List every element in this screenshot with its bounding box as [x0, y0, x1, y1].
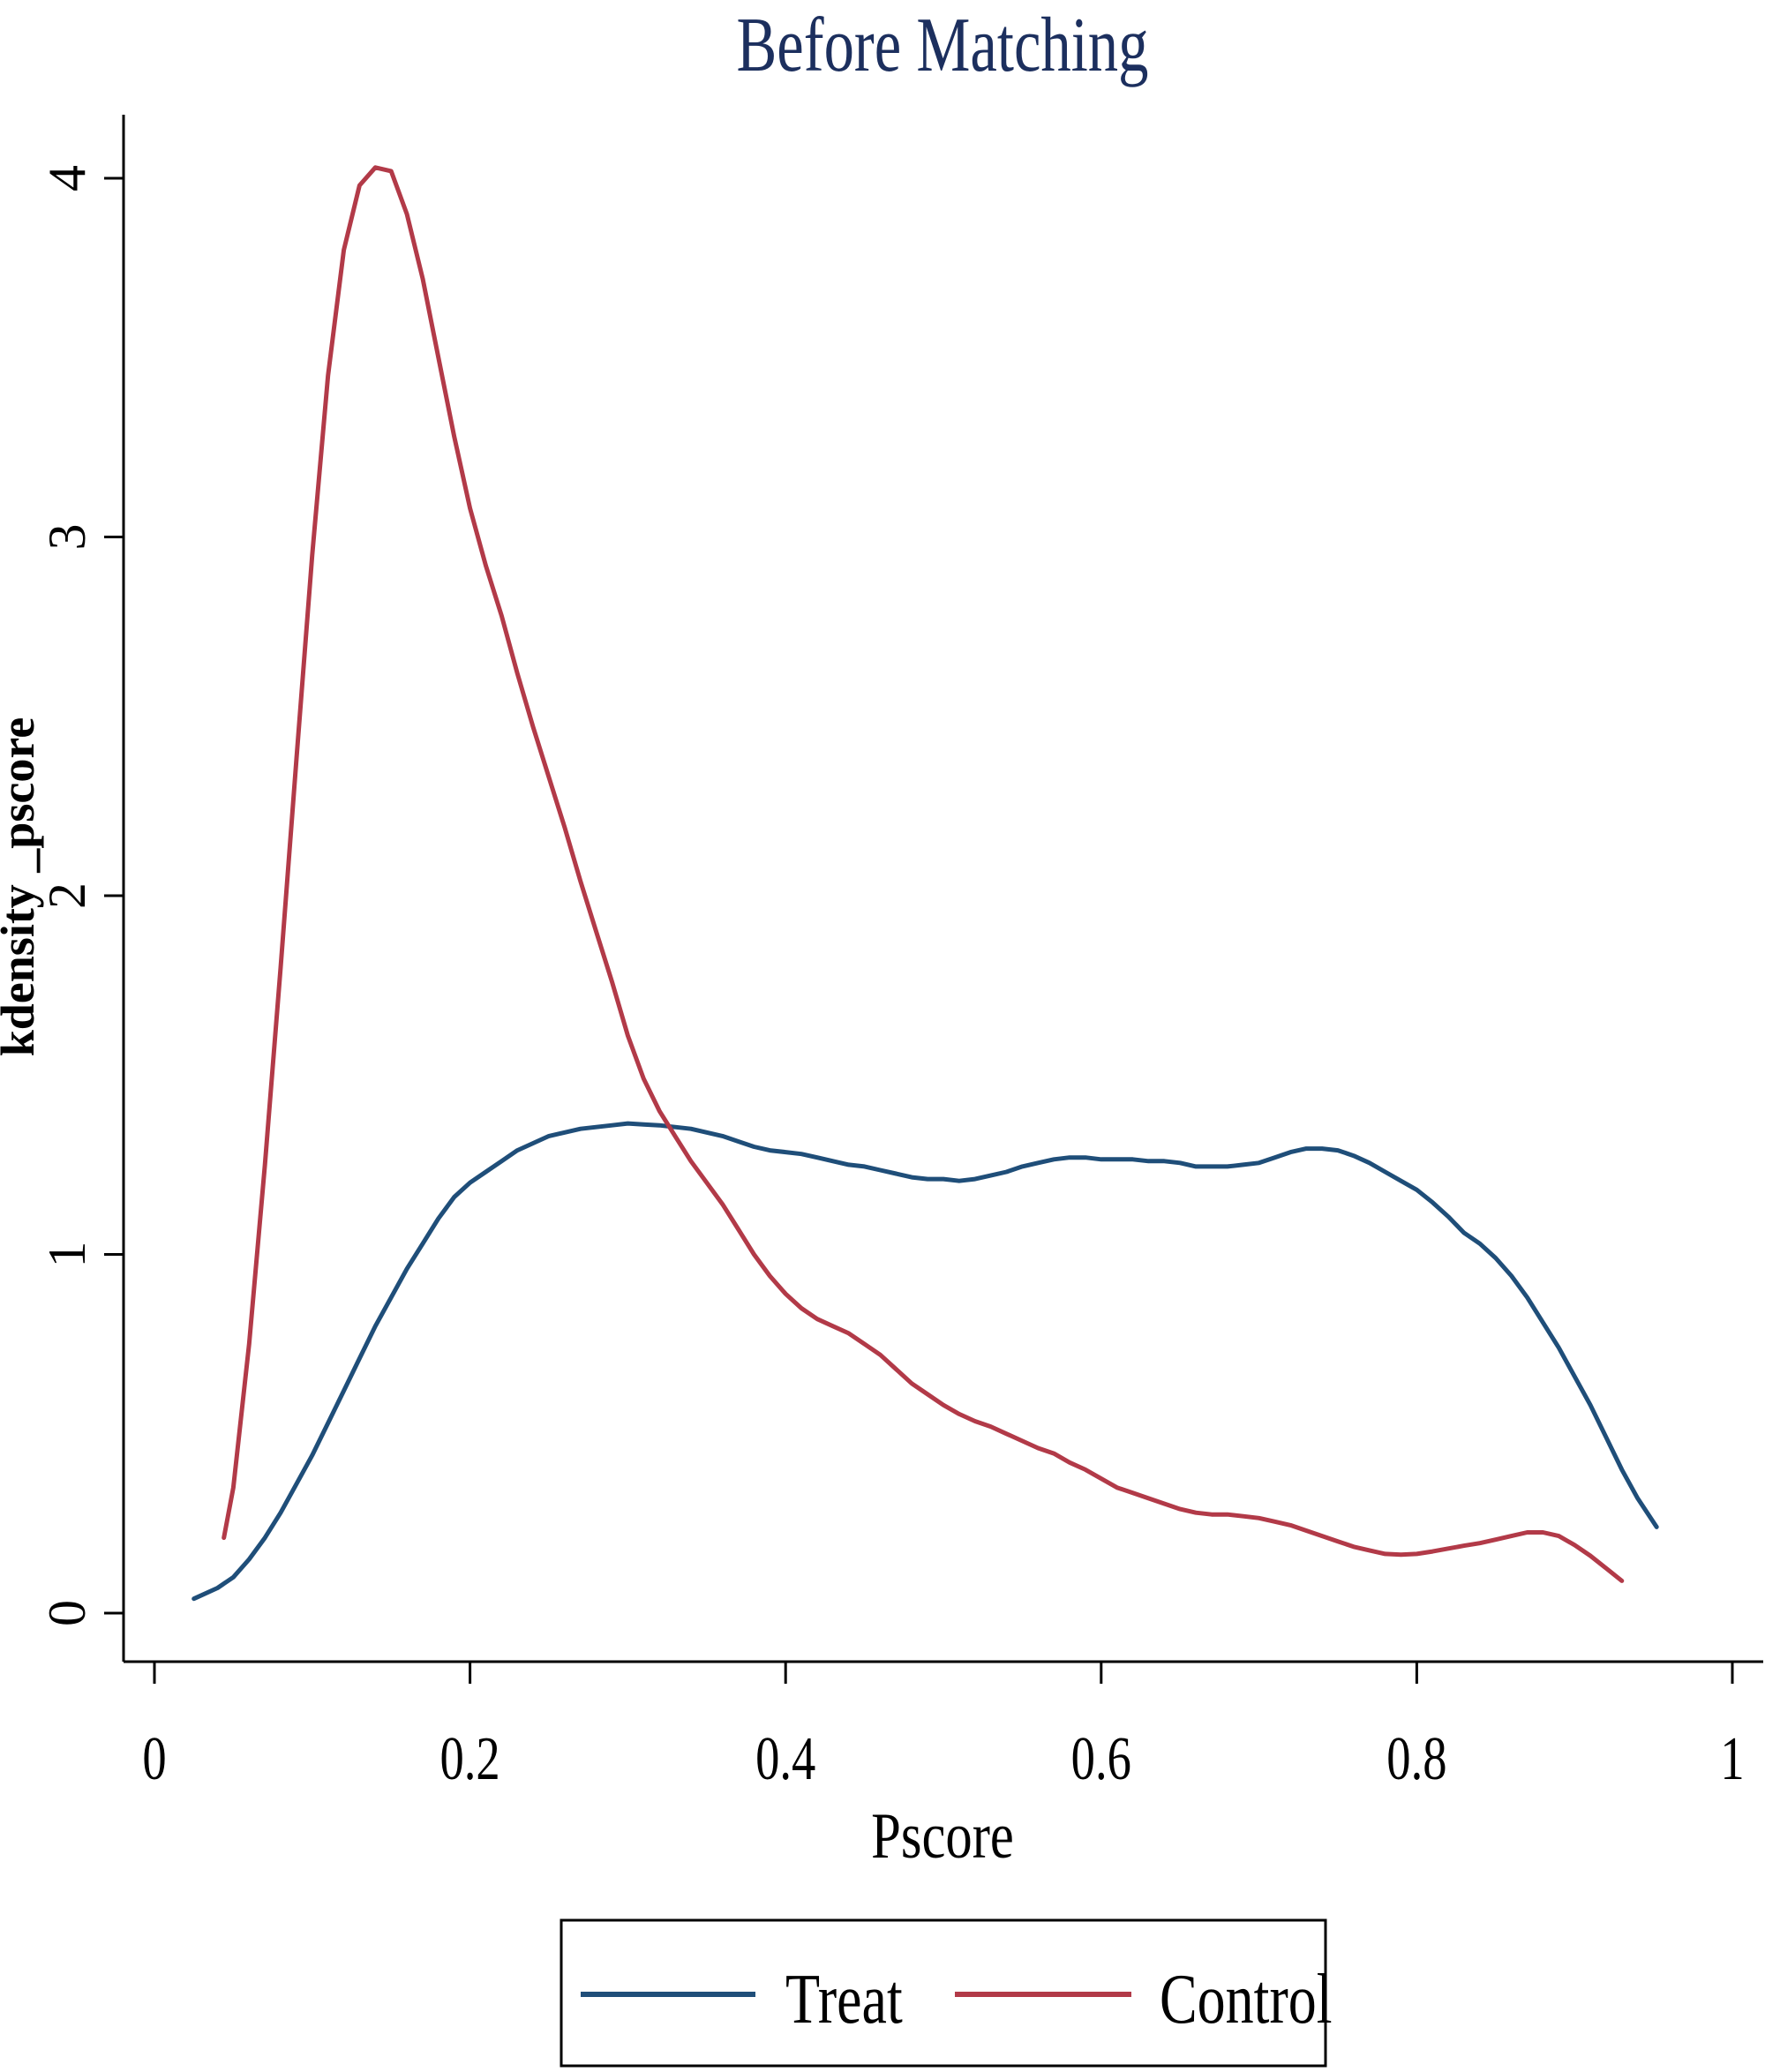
x-tick-label: 0.4 [755, 1724, 815, 1793]
y-tick-label: 1 [38, 1242, 96, 1268]
x-tick-label: 0.8 [1386, 1724, 1446, 1793]
x-axis-label: Pscore [871, 1799, 1014, 1872]
x-tick-label: 0.6 [1071, 1724, 1131, 1793]
x-axis-ticks: 0 0.2 0.4 0.6 0.8 1 [142, 1662, 1745, 1793]
series-line-control [222, 165, 1625, 1583]
y-axis-ticks: 0 1 2 3 4 [38, 165, 124, 1626]
x-tick-label: 1 [1720, 1724, 1744, 1793]
series-line-treat [192, 1121, 1659, 1602]
y-tick-label: 2 [38, 882, 96, 909]
legend: Treat Control [560, 1918, 1333, 2068]
y-tick-label: 0 [38, 1600, 96, 1626]
x-tick-label: 0 [142, 1724, 166, 1793]
y-tick-label: 3 [38, 524, 96, 551]
x-tick-label: 0.2 [439, 1724, 499, 1793]
chart-title: Before Matching [737, 3, 1149, 88]
legend-label-treat: Treat [785, 1959, 903, 2038]
legend-label-control: Control [1160, 1959, 1333, 2038]
y-tick-label: 4 [38, 165, 96, 191]
y-axis-label: kdensity _pscore [0, 717, 44, 1057]
series-lines [192, 165, 1659, 1602]
